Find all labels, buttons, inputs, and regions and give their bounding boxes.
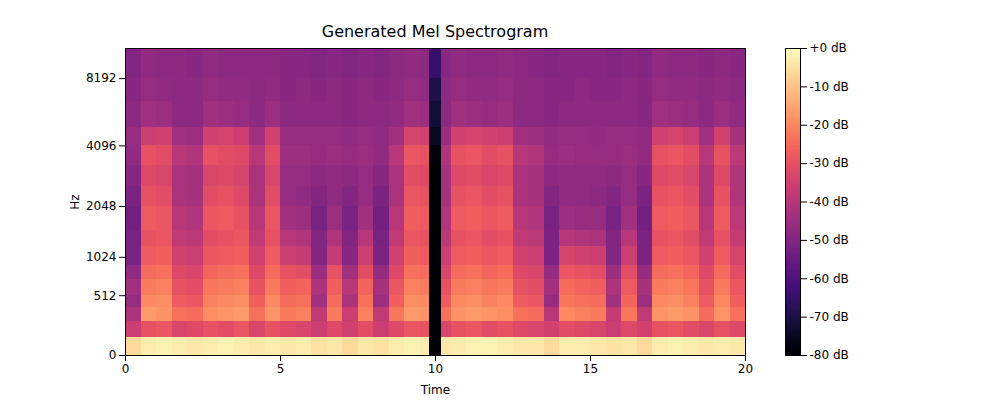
svg-text:2048: 2048 bbox=[86, 199, 117, 213]
svg-text:10: 10 bbox=[428, 362, 443, 376]
svg-text:-30 dB: -30 dB bbox=[810, 156, 849, 170]
svg-text:Time: Time bbox=[420, 383, 450, 397]
svg-text:5: 5 bbox=[277, 362, 285, 376]
svg-text:8192: 8192 bbox=[86, 71, 117, 85]
svg-text:15: 15 bbox=[583, 362, 598, 376]
svg-text:20: 20 bbox=[738, 362, 753, 376]
svg-text:512: 512 bbox=[94, 289, 117, 303]
svg-text:0: 0 bbox=[109, 348, 117, 362]
svg-text:-10 dB: -10 dB bbox=[810, 80, 849, 94]
svg-text:-70 dB: -70 dB bbox=[810, 310, 849, 324]
svg-text:-20 dB: -20 dB bbox=[810, 118, 849, 132]
svg-text:-80 dB: -80 dB bbox=[810, 348, 849, 362]
svg-text:1024: 1024 bbox=[86, 250, 117, 264]
svg-text:-60 dB: -60 dB bbox=[810, 272, 849, 286]
svg-text:0: 0 bbox=[122, 362, 130, 376]
svg-text:-50 dB: -50 dB bbox=[810, 233, 849, 247]
svg-text:+0 dB: +0 dB bbox=[810, 41, 847, 55]
svg-text:Hz: Hz bbox=[68, 194, 82, 209]
html-text:Generated Mel Spectrogram: Generated Mel Spectrogram bbox=[321, 22, 549, 41]
svg-text:4096: 4096 bbox=[86, 139, 117, 153]
svg-text:-40 dB: -40 dB bbox=[810, 195, 849, 209]
